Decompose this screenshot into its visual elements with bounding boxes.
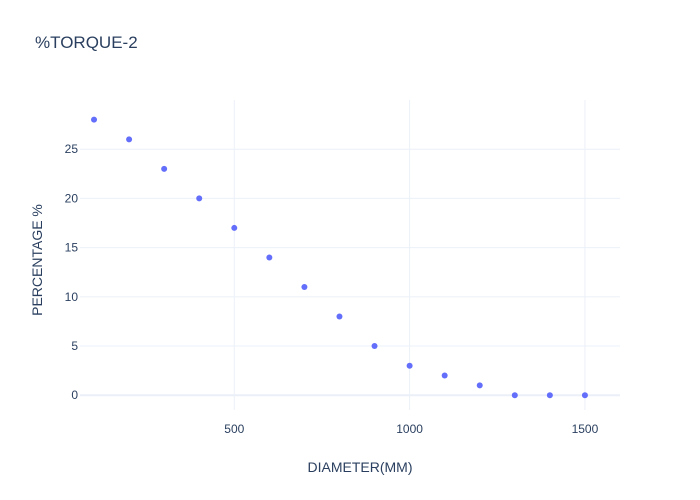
x-tick-label: 500 (224, 422, 244, 436)
y-tick-label: 0 (71, 388, 78, 402)
data-point (231, 224, 238, 231)
y-tick-label: 5 (71, 339, 78, 353)
data-point (546, 392, 553, 399)
y-tick-label: 15 (65, 241, 79, 255)
data-point (581, 392, 588, 399)
y-tick-label: 25 (65, 142, 79, 156)
x-tick-labels: 500 1000 1500 (224, 422, 598, 436)
data-point (266, 254, 273, 261)
data-point (91, 116, 98, 123)
y-tick-label: 20 (65, 191, 79, 205)
data-point (511, 392, 518, 399)
x-axis-title: DIAMETER(MM) (308, 459, 413, 475)
data-point (196, 195, 203, 202)
data-point (476, 382, 483, 389)
grid-lines (80, 100, 620, 410)
x-tick-label: 1500 (572, 422, 599, 436)
chart-title: %TORQUE-2 (35, 33, 138, 52)
y-axis-title: PERCENTAGE % (29, 204, 45, 316)
data-point (161, 165, 168, 172)
data-point (406, 362, 413, 369)
data-point (371, 343, 378, 350)
x-tick-label: 1000 (396, 422, 423, 436)
data-point (441, 372, 448, 379)
y-tick-labels: 0 5 10 15 20 25 (65, 142, 79, 402)
data-point (336, 313, 343, 320)
data-point (301, 283, 308, 290)
data-point (126, 136, 133, 143)
data-points (91, 116, 588, 399)
y-tick-label: 10 (65, 290, 79, 304)
